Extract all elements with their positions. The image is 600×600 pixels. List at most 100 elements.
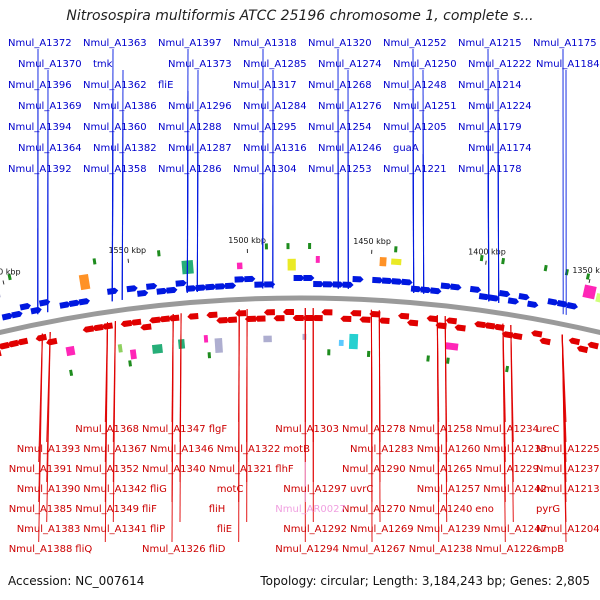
reverse-gene-arrow: [311, 315, 323, 322]
gene-label: fliD: [209, 544, 226, 555]
reverse-gene-arrow: [225, 316, 238, 323]
gene-label: Nmul_A1347: [142, 424, 206, 435]
gene-label: Nmul_A1179: [458, 122, 522, 133]
forward-gene-arrow: [488, 294, 500, 302]
label-connector: [121, 153, 124, 300]
forward-gene-arrow: [254, 281, 266, 288]
forward-gene-arrow: [30, 306, 42, 315]
label-connector: [186, 174, 189, 293]
gene-label: Nmul_A1174: [468, 143, 532, 154]
marker-tick: [327, 349, 331, 356]
annotation-block: [595, 293, 600, 304]
forward-gene-arrow: [78, 298, 91, 306]
annotation-block: [65, 345, 76, 357]
gene-label: Nmul_A1370: [18, 59, 82, 70]
reverse-gene-arrow: [46, 337, 58, 346]
forward-gene-arrow: [19, 302, 31, 311]
marker-tick: [286, 243, 290, 250]
label-connector: [444, 316, 448, 443]
kbp-tick-mark: [588, 278, 591, 284]
gene-label: fliF: [142, 504, 157, 515]
gene-label: Nmul_AR0027: [275, 504, 346, 515]
annotation-block: [348, 333, 359, 350]
reverse-gene-arrow: [359, 316, 371, 323]
annotation-block: [445, 342, 459, 351]
kbp-tick-mark: [127, 258, 130, 263]
gene-label: Nmul_A1318: [233, 38, 297, 49]
gene-label: Nmul_A1320: [308, 38, 372, 49]
gene-label: Nmul_A1295: [233, 122, 297, 133]
gene-label: Nmul_A1358: [83, 164, 147, 175]
gene-feature-layer: [0, 242, 600, 377]
label-connector: [561, 334, 567, 423]
gene-label: Nmul_A1260: [417, 444, 481, 455]
forward-gene-arrow: [352, 275, 364, 283]
forward-gene-arrow: [205, 283, 217, 291]
reverse-gene-arrow: [0, 349, 2, 358]
forward-gene-arrow: [313, 281, 325, 288]
forward-gene-arrow: [175, 280, 187, 287]
reverse-gene-arrow: [483, 322, 496, 330]
reverse-gene-arrow: [340, 315, 352, 322]
gene-label: uvrC: [350, 484, 373, 495]
gene-label: Nmul_A1240: [409, 504, 473, 515]
reverse-gene-arrow: [263, 309, 275, 316]
gene-label: Nmul_A1225: [536, 444, 600, 455]
gene-label: Nmul_A1251: [393, 101, 457, 112]
label-connector: [104, 322, 108, 423]
gene-label: Nmul_A1257: [417, 484, 481, 495]
gene-label: Nmul_A1288: [158, 122, 222, 133]
gene-label: Nmul_A1294: [275, 544, 339, 555]
gene-label: Nmul_A1352: [75, 464, 139, 475]
kbp-tick-layer: 1350 kbp 1400 kbp 1450 kbp 1500 kbp 1550 kbp…: [0, 236, 600, 285]
forward-gene-arrow: [166, 286, 178, 294]
marker-tick: [156, 250, 161, 257]
label-connector: [502, 323, 506, 423]
forward-gene-arrow: [156, 287, 168, 295]
gene-label: Nmul_A1360: [83, 122, 147, 133]
annotation-block: [287, 258, 296, 271]
reverse-gene-arrow: [587, 341, 599, 350]
reverse-gene-arrow: [158, 315, 170, 323]
gene-label: Nmul_A1268: [308, 80, 372, 91]
reverse-gene-arrow: [168, 314, 180, 322]
label-connector: [412, 174, 415, 293]
reverse-gene-arrow: [511, 332, 523, 340]
annotation-block: [203, 334, 209, 343]
gene-label: Nmul_A1342: [83, 484, 147, 495]
gene-label: flgF: [209, 424, 228, 435]
forward-gene-arrow: [499, 289, 511, 298]
forward-gene-arrow: [507, 297, 520, 305]
marker-tick: [92, 258, 97, 265]
gene-label: Nmul_A1276: [318, 101, 382, 112]
reverse-gene-arrow: [493, 323, 505, 332]
gene-label: Nmul_A1392: [8, 164, 72, 175]
forward-gene-arrow: [420, 286, 432, 294]
gene-label: Nmul_A1204: [536, 524, 600, 535]
reverse-gene-arrow: [454, 324, 466, 332]
marker-tick: [585, 273, 591, 280]
reverse-gene-arrow: [576, 345, 589, 354]
forward-gene-arrow: [381, 277, 394, 284]
accession-label: Accession: NC_007614: [8, 574, 145, 588]
gene-label: Nmul_A1222: [468, 59, 532, 70]
label-connector: [436, 315, 440, 423]
kbp-tick-label: 1550 kbp: [108, 246, 146, 255]
forward-gene-arrow: [440, 282, 452, 290]
annotation-block: [214, 337, 223, 354]
label-connector: [179, 313, 182, 443]
forward-gene-arrow: [566, 301, 578, 310]
gene-label: Nmul_A1383: [17, 524, 81, 535]
forward-gene-arrow: [1, 312, 14, 321]
label-connector: [378, 310, 381, 443]
gene-label: Nmul_A1254: [308, 122, 372, 133]
annotation-block: [302, 333, 307, 340]
label-connector: [370, 309, 373, 423]
forward-gene-arrow: [224, 282, 237, 290]
annotation-block: [78, 273, 91, 291]
kbp-tick-label: 1450 kbp: [353, 237, 391, 246]
gene-label: Nmul_A1349: [75, 504, 139, 515]
reverse-gene-arrow: [120, 319, 132, 327]
marker-tick: [446, 357, 450, 364]
gene-label: Nmul_A1317: [233, 80, 297, 91]
